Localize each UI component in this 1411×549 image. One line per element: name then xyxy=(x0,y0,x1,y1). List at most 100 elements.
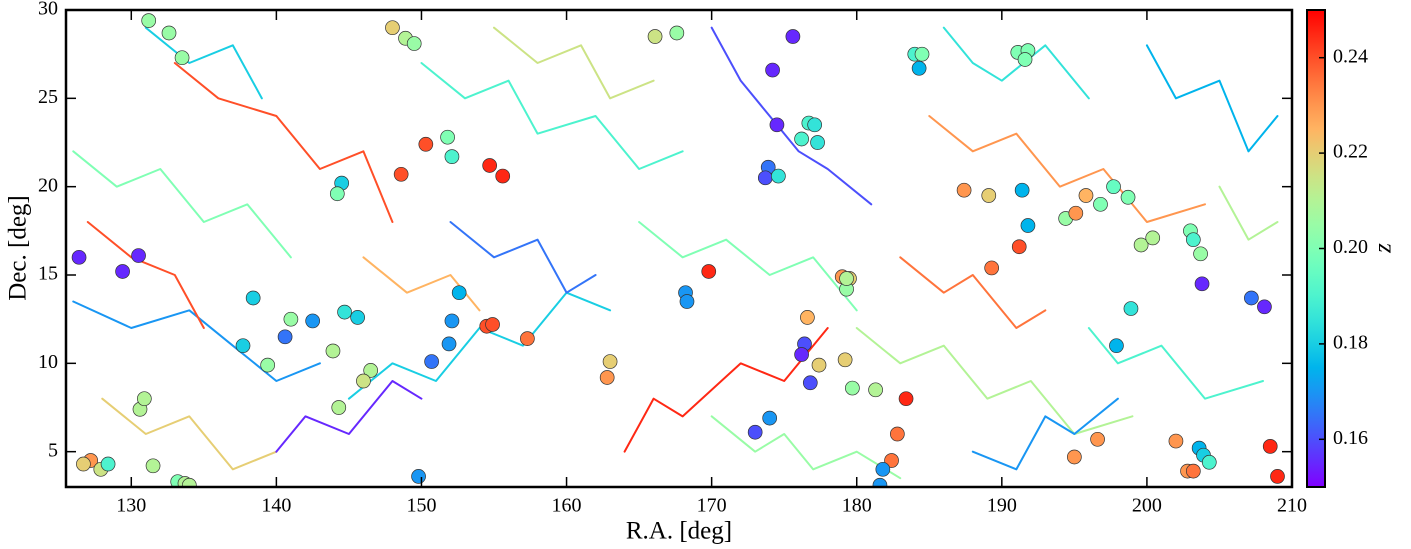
cluster-point xyxy=(260,357,276,373)
cluster-point xyxy=(757,170,773,186)
y-tick-label: 15 xyxy=(38,263,58,285)
cluster-point xyxy=(1133,237,1149,253)
colorbar-tick-label: 0.20 xyxy=(1333,236,1368,258)
cluster-point xyxy=(1067,449,1082,465)
x-tick-label: 160 xyxy=(552,495,582,517)
cluster-point xyxy=(794,131,809,147)
cluster-point xyxy=(482,158,498,173)
cluster-point xyxy=(794,347,809,362)
cluster-point xyxy=(141,13,157,28)
cluster-point xyxy=(669,25,685,41)
cluster-point xyxy=(418,136,434,152)
y-tick-label: 25 xyxy=(38,86,58,108)
filament xyxy=(623,327,829,453)
filament xyxy=(101,397,278,471)
cluster-point xyxy=(1068,205,1084,221)
cluster-point xyxy=(911,60,927,76)
x-tick-label: 200 xyxy=(1132,495,1162,517)
cluster-point xyxy=(807,117,823,133)
filament xyxy=(942,26,1090,100)
filament xyxy=(72,300,321,382)
y-tick-label: 20 xyxy=(38,174,58,196)
cluster-point xyxy=(1090,431,1105,447)
plot-frame xyxy=(64,8,1294,489)
y-axis-label: Dec. [deg] xyxy=(5,195,32,301)
cluster-point xyxy=(800,310,815,325)
cluster-point xyxy=(444,149,460,164)
cluster-point xyxy=(875,461,891,477)
filament xyxy=(72,150,292,259)
cluster-point xyxy=(984,260,1000,276)
colorbar-tick-label: 0.24 xyxy=(1333,45,1368,67)
filament xyxy=(347,291,612,400)
filament xyxy=(899,256,1047,329)
cluster-point xyxy=(485,317,500,332)
cluster-point xyxy=(424,354,439,369)
cluster-point xyxy=(762,410,778,426)
filament xyxy=(971,397,1119,471)
cluster-point xyxy=(837,352,853,368)
cluster-point xyxy=(411,469,426,484)
cluster-point xyxy=(1106,179,1121,195)
cluster-point xyxy=(679,294,695,309)
cluster-point xyxy=(701,264,717,279)
plot-area xyxy=(71,13,1285,487)
cluster-point xyxy=(363,363,379,378)
cluster-point xyxy=(1262,439,1278,454)
cluster-point xyxy=(872,477,888,487)
cluster-point xyxy=(356,373,371,389)
cluster-point xyxy=(1123,301,1139,316)
cluster-point xyxy=(1194,276,1210,292)
x-tick-label: 170 xyxy=(697,495,727,517)
colorbar-label: z xyxy=(1370,243,1397,254)
cluster-point xyxy=(325,343,341,359)
cluster-point xyxy=(811,357,827,373)
filament xyxy=(173,62,394,223)
cluster-point xyxy=(785,29,801,44)
cluster-point xyxy=(76,456,91,472)
x-tick-label: 210 xyxy=(1277,495,1307,517)
cluster-point xyxy=(441,336,457,352)
cluster-point xyxy=(765,62,780,78)
colorbar-tick-label: 0.18 xyxy=(1333,331,1368,353)
cluster-point xyxy=(747,424,763,440)
y-tick-label: 10 xyxy=(38,351,58,373)
cluster-point xyxy=(602,354,618,369)
cluster-point xyxy=(802,375,818,391)
filament xyxy=(86,221,205,329)
cluster-point xyxy=(283,311,299,327)
cluster-point xyxy=(845,380,860,396)
cluster-point xyxy=(1011,239,1027,255)
cluster-point xyxy=(444,313,460,329)
cluster-point xyxy=(131,248,146,263)
cluster-point xyxy=(898,391,914,407)
colorbar-tick-label: 0.22 xyxy=(1333,141,1368,163)
filament xyxy=(710,415,902,480)
cluster-point xyxy=(1093,196,1108,212)
cluster-point xyxy=(329,186,345,202)
cluster-point xyxy=(277,329,293,345)
filament xyxy=(855,327,1134,435)
cluster-point xyxy=(1120,189,1136,205)
cluster-point xyxy=(956,182,972,198)
cluster-point xyxy=(451,285,467,301)
x-tick-label: 180 xyxy=(842,495,872,517)
cluster-point xyxy=(599,370,615,385)
cluster-point xyxy=(839,271,854,286)
cluster-point xyxy=(305,313,321,329)
cluster-point xyxy=(1020,218,1036,233)
cluster-point xyxy=(385,20,400,36)
cluster-point xyxy=(520,331,535,346)
cluster-point xyxy=(769,117,785,133)
cluster-point xyxy=(884,453,899,468)
cluster-point xyxy=(981,188,997,203)
filament xyxy=(144,26,263,100)
filament xyxy=(449,221,597,294)
cluster-point xyxy=(393,166,409,182)
filament xyxy=(1087,327,1264,400)
cluster-point xyxy=(868,382,883,398)
filament xyxy=(1218,185,1279,241)
cluster-point xyxy=(1014,182,1030,198)
cluster-point xyxy=(145,458,161,474)
